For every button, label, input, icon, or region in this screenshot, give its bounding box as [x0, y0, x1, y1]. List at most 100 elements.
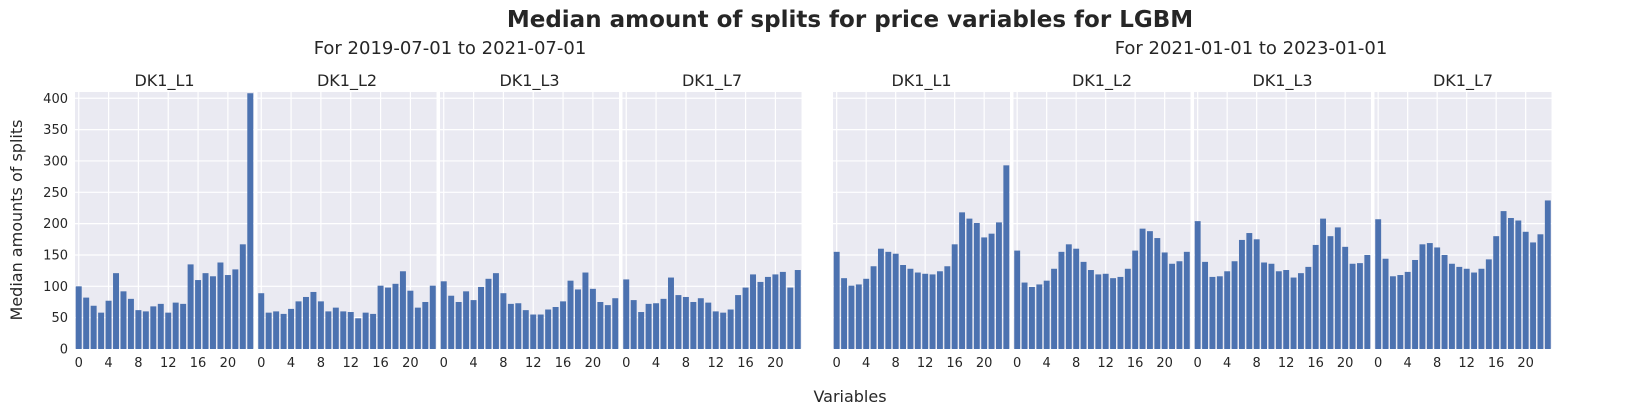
bar [280, 313, 287, 349]
bar [1154, 238, 1161, 349]
bar [407, 290, 414, 349]
x-tick-label: 8 [682, 356, 690, 371]
x-tick-label: 16 [1127, 356, 1144, 371]
bar [727, 309, 734, 349]
bar [120, 291, 127, 349]
bar [907, 268, 914, 349]
panel-background [75, 92, 254, 349]
panel-1-dk1-l3: DK1_L3 0 4 8 12 16 20 [440, 71, 619, 371]
bar [1544, 200, 1551, 349]
bar [1305, 266, 1312, 349]
bar [1036, 284, 1043, 349]
bar [1028, 286, 1035, 349]
bar [302, 296, 309, 349]
bar [232, 269, 239, 349]
bar [1051, 268, 1058, 349]
bar [455, 301, 462, 349]
bar [377, 285, 384, 349]
bar [105, 300, 112, 349]
bar [712, 311, 719, 349]
bar [660, 298, 667, 349]
bar [742, 287, 749, 349]
bar [507, 303, 514, 349]
x-tick-label: 16 [555, 356, 572, 371]
bar [172, 302, 179, 349]
bar [1349, 263, 1356, 349]
bar [1493, 236, 1500, 349]
panel-2-dk1-l7: DK1_L7 0 4 8 12 16 20 [1374, 71, 1552, 371]
bar [929, 274, 936, 349]
bar [209, 276, 216, 349]
bar [1102, 273, 1109, 349]
bar [638, 312, 645, 349]
bar [794, 270, 801, 349]
bar [478, 286, 485, 349]
bar [560, 301, 567, 349]
x-tick-label: 8 [134, 356, 142, 371]
x-tick-label: 12 [1278, 356, 1295, 371]
x-tick-label: 0 [75, 356, 83, 371]
bar [157, 303, 164, 349]
bar [537, 314, 544, 349]
bar [604, 305, 611, 349]
bar [414, 307, 421, 349]
bar [914, 272, 921, 349]
panel-2-dk1-l3: DK1_L3 0 4 8 12 16 20 [1194, 71, 1371, 371]
x-tick-label: 16 [372, 356, 389, 371]
bar [1246, 233, 1253, 349]
panel-title: DK1_L1 [891, 71, 951, 91]
bar [1283, 270, 1290, 349]
bar [841, 278, 848, 349]
bar [1224, 271, 1231, 349]
y-tick-label: 0 [60, 343, 68, 358]
group-title-1: For 2019-07-01 to 2021-07-01 [314, 38, 587, 59]
x-tick-label: 8 [317, 356, 325, 371]
bar [399, 271, 406, 349]
bar [1404, 271, 1411, 349]
bar [1183, 251, 1190, 349]
bar [113, 273, 120, 349]
y-tick-label: 400 [43, 92, 68, 107]
bar [1412, 259, 1419, 349]
panel-1-dk1-l2: DK1_L2 0 4 8 12 16 20 [257, 71, 437, 371]
bar [1021, 282, 1028, 349]
x-tick-label: 12 [1458, 356, 1475, 371]
panel-title: DK1_L3 [499, 71, 559, 91]
bar [682, 296, 689, 349]
bar [75, 286, 82, 349]
bar [135, 310, 142, 349]
bar [1356, 263, 1363, 349]
bar [1132, 250, 1139, 349]
panel-background [1013, 92, 1191, 349]
bar [1238, 239, 1245, 349]
bar [552, 307, 559, 349]
panel-background [257, 92, 437, 349]
bar [959, 212, 966, 349]
bar [217, 262, 224, 349]
bar [1334, 227, 1341, 349]
x-tick-label: 16 [1488, 356, 1505, 371]
bar [224, 275, 231, 349]
bar [317, 301, 324, 349]
bar [325, 311, 332, 349]
x-axis-label: Variables [813, 387, 886, 406]
bar [877, 248, 884, 349]
bar [187, 264, 194, 349]
panel-title: DK1_L2 [1072, 71, 1132, 91]
bar [258, 293, 265, 349]
x-tick-label: 0 [440, 356, 448, 371]
bar [448, 295, 455, 349]
panel-background [440, 92, 619, 349]
bar [1478, 268, 1485, 349]
bar [150, 306, 157, 349]
bar [922, 273, 929, 349]
x-tick-label: 4 [104, 356, 112, 371]
bar [1426, 243, 1433, 349]
bar [1530, 242, 1537, 349]
x-tick-label: 8 [892, 356, 900, 371]
bar [1209, 276, 1216, 349]
bar [1312, 244, 1319, 349]
y-tick-label: 300 [43, 154, 68, 169]
bar [1500, 211, 1507, 349]
